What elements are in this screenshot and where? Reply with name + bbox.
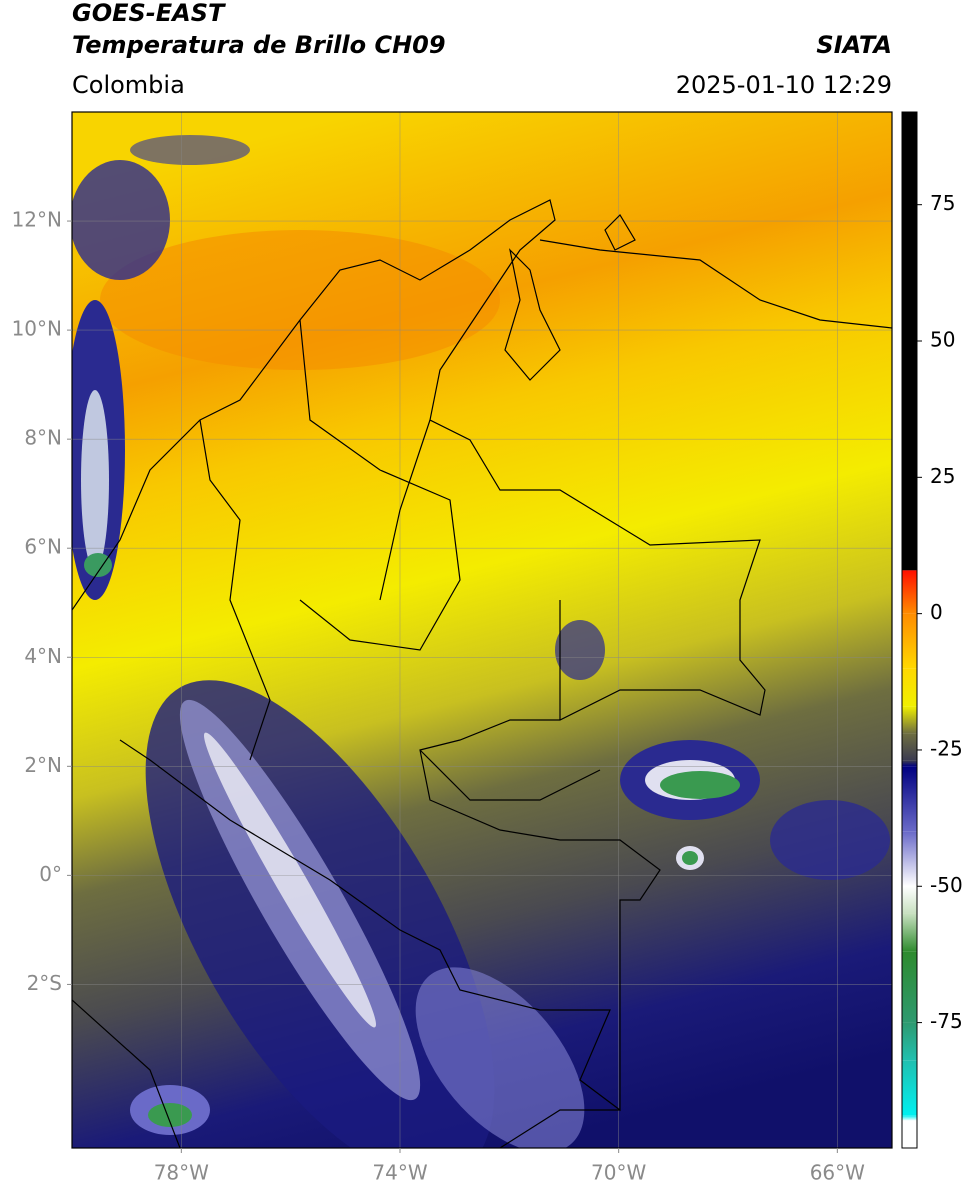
colorbar-segment [902,613,917,669]
y-tick-label: 0° [39,862,62,886]
y-tick-label: 4°N [24,644,62,668]
x-tick-label: 66°W [810,1161,865,1185]
y-tick-label: 6°N [24,535,62,559]
colorbar-segment [902,766,917,832]
region: Colombia [72,71,185,99]
x-tick-label: 74°W [372,1161,427,1185]
colorbar-tick-label: 75 [930,191,955,215]
map-frame [71,111,893,1149]
colorbar-segment [902,831,917,887]
colorbar-segment [902,760,917,767]
colorbar-tick-label: 50 [930,328,955,352]
colorbar-segment [902,733,917,761]
colorbar-segment [902,886,917,914]
source: SIATA [816,31,892,59]
subtitle: Temperatura de Brillo CH09 [72,31,446,59]
y-tick-label: 8°N [24,426,62,450]
borders [72,199,892,1148]
colorbar-segment [902,951,917,1023]
x-tick-label: 78°W [154,1161,209,1185]
title: GOES-EAST [72,0,226,27]
colorbar-segment [902,1115,917,1121]
colorbar-tick-label: 25 [930,464,955,488]
satellite-image [72,112,892,1148]
colorbar-tick-label: 0 [930,600,943,624]
colorbar-segment [902,570,917,571]
datetime: 2025-01-10 12:29 [676,71,892,99]
y-tick-label: 10°N [12,317,62,341]
y-tick-label: 2°N [24,753,62,777]
y-tick-label: 12°N [12,208,62,232]
colorbar-segment [902,570,917,614]
colorbar-segment [902,1022,917,1061]
colorbar-tick-label: -25 [930,736,963,760]
colorbar-segment [902,668,917,707]
colorbar-tick-label: -50 [930,873,963,897]
colorbar-segment [902,112,917,571]
y-tick-label: 2°S [27,971,62,995]
colorbar-frame [901,111,918,1149]
colorbar-tick-label: -75 [930,1009,963,1033]
colorbar-segment [902,1060,917,1116]
colorbar-segment [902,913,917,952]
colorbar-segment [902,706,917,734]
colorbar-segment [902,1120,917,1148]
x-tick-label: 70°W [591,1161,646,1185]
